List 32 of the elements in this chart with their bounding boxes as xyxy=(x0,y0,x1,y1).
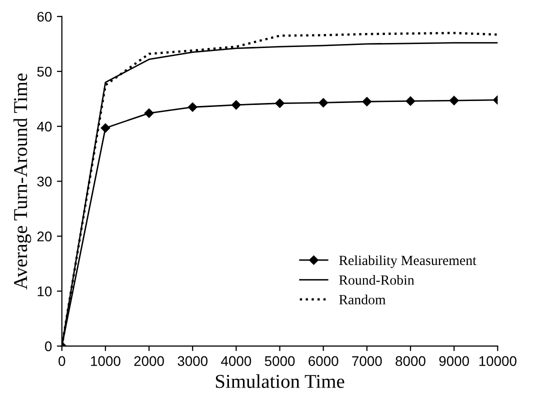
x-tick-label: 1000 xyxy=(91,356,120,366)
x-tick-label: 2000 xyxy=(134,356,164,366)
y-tick-label: 50 xyxy=(37,66,52,77)
y-tick-label: 0 xyxy=(44,341,52,352)
x-tick-label: 6000 xyxy=(308,356,338,366)
x-tick-label: 7000 xyxy=(352,356,382,366)
x-tick-label: 4000 xyxy=(221,356,252,366)
y-tick-label: 30 xyxy=(37,176,52,186)
point xyxy=(275,98,284,108)
legend-label: Reliability Measurement xyxy=(339,255,476,268)
x-tick-label: 10000 xyxy=(479,356,516,366)
y-tick-label: 40 xyxy=(37,122,52,132)
point xyxy=(232,100,241,110)
point xyxy=(100,123,110,133)
x-axis-title: Simulation Time xyxy=(216,374,344,388)
point xyxy=(144,108,154,118)
x-tick-label: 0 xyxy=(58,356,66,366)
point xyxy=(318,98,328,108)
y-tick-label: 10 xyxy=(38,286,52,296)
point xyxy=(362,97,372,106)
x-tick-label: 5000 xyxy=(264,356,295,366)
y-tick-label: 20 xyxy=(37,232,52,242)
x-tick-label: 8000 xyxy=(396,356,426,366)
y-tick-label: 60 xyxy=(37,12,52,22)
point xyxy=(188,102,198,112)
point xyxy=(406,96,416,106)
x-tick-label: 9000 xyxy=(439,356,469,366)
point xyxy=(449,96,459,106)
legend-label: Random xyxy=(339,294,386,304)
legend-label: Round-Robin xyxy=(339,274,414,285)
x-tick-label: 3000 xyxy=(178,356,208,366)
y-axis-title: Average Turn-Around Time xyxy=(13,74,32,290)
